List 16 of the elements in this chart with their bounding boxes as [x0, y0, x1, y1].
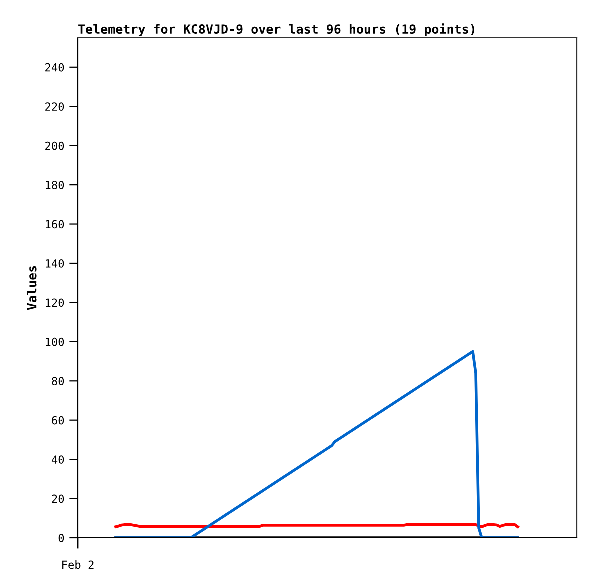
- y-tick-label: 20: [52, 494, 64, 504]
- y-tick-label: 120: [46, 298, 64, 308]
- chart-title: Telemetry for KC8VJD-9 over last 96 hours (19 points): [78, 24, 475, 36]
- y-tick-label: 240: [46, 63, 64, 72]
- y-tick-label: 200: [46, 142, 64, 150]
- y-tick-label: 60: [52, 416, 64, 425]
- y-tick-label: 40: [52, 456, 64, 464]
- y-tick-label: 220: [46, 102, 64, 112]
- text: Feb 2: [62, 560, 94, 570]
- y-axis-title: Values: [27, 266, 37, 310]
- y-tick-label: 100: [46, 338, 64, 346]
- y-tick-label: 180: [46, 181, 64, 190]
- y-tick-label: 80: [52, 377, 64, 386]
- y-tick-label: 160: [46, 220, 64, 229]
- y-tick-label: 0: [58, 534, 64, 542]
- y-tick-label: 140: [46, 259, 64, 268]
